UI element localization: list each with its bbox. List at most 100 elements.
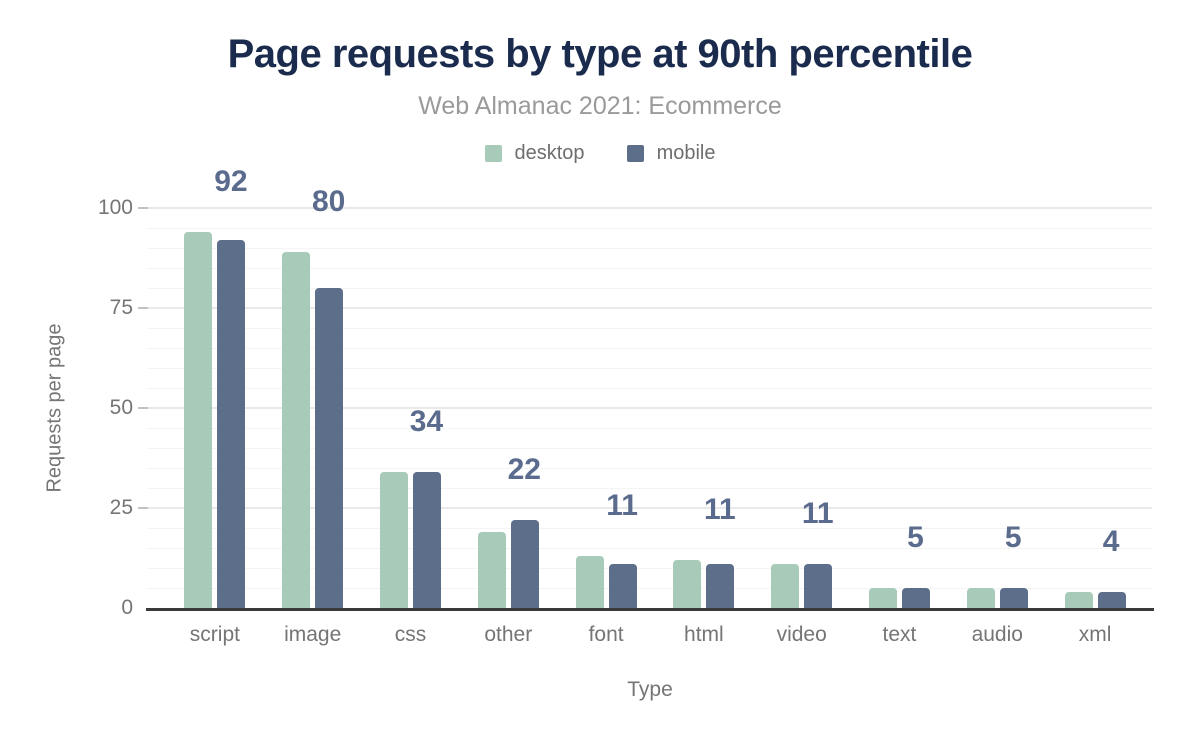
legend-item-mobile: mobile bbox=[626, 142, 716, 165]
desktop-bar-html bbox=[673, 560, 702, 608]
gridline-minor bbox=[148, 367, 1152, 369]
gridline-minor bbox=[148, 587, 1152, 589]
gridline-minor bbox=[148, 287, 1152, 289]
desktop-bar-script bbox=[184, 232, 213, 608]
x-tick-label-other: other bbox=[484, 623, 533, 646]
mobile-bar-xml bbox=[1097, 592, 1126, 608]
desktop-bar-audio bbox=[966, 588, 995, 608]
gridline-minor bbox=[148, 447, 1152, 449]
bar-pair bbox=[264, 252, 362, 608]
legend-swatch-mobile-icon bbox=[626, 145, 644, 162]
legend-label-mobile: mobile bbox=[656, 142, 716, 164]
mobile-bar-audio bbox=[999, 588, 1028, 608]
chart-subtitle: Web Almanac 2021: Ecommerce bbox=[418, 92, 782, 120]
bar-value-label: 11 bbox=[704, 493, 736, 526]
x-tick-label-xml: xml bbox=[1078, 623, 1112, 646]
desktop-bar-other bbox=[477, 532, 506, 608]
gridline-minor bbox=[148, 227, 1152, 229]
y-tick-mark bbox=[138, 407, 148, 409]
gridline-minor bbox=[148, 427, 1152, 429]
legend-swatch-desktop-icon bbox=[484, 145, 502, 162]
desktop-bar-font bbox=[575, 556, 604, 608]
bar-pair bbox=[362, 472, 460, 608]
y-tick-mark bbox=[138, 507, 148, 509]
gridline-minor bbox=[148, 267, 1152, 269]
x-tick-label-image: image bbox=[284, 623, 342, 646]
x-axis-title: Type bbox=[627, 678, 673, 701]
mobile-bar-font bbox=[608, 564, 637, 608]
desktop-bar-image bbox=[282, 252, 311, 608]
y-tick-label: 0 bbox=[121, 596, 133, 619]
x-tick-label-font: font bbox=[588, 623, 624, 646]
bar-value-label: 92 bbox=[214, 165, 248, 198]
chart-title: Page requests by type at 90th percentile bbox=[227, 32, 973, 76]
x-tick-label-html: html bbox=[684, 623, 724, 646]
y-tick-label: 25 bbox=[109, 496, 133, 519]
category-slot-image: 80 image bbox=[264, 185, 362, 646]
mobile-bar-script bbox=[217, 240, 246, 608]
category-slot-xml: 4 xml bbox=[1046, 208, 1144, 646]
bar-pair bbox=[166, 232, 264, 608]
category-slot-video: 11 video bbox=[753, 208, 851, 646]
legend-label-desktop: desktop bbox=[514, 142, 585, 164]
category-slot-text: 5 text bbox=[851, 208, 949, 646]
category-slot-audio: 5 audio bbox=[948, 208, 1046, 646]
category-slot-font: 11 font bbox=[557, 208, 655, 646]
bar-slots: 92 script 80 image 34 css 22 other 11 font 11 html 1… bbox=[166, 165, 1144, 646]
mobile-bar-image bbox=[315, 288, 344, 608]
x-axis-line bbox=[146, 608, 1154, 611]
bar-pair bbox=[948, 588, 1046, 608]
bar-pair bbox=[655, 560, 753, 608]
mobile-bar-text bbox=[901, 588, 930, 608]
mobile-bar-css bbox=[412, 472, 441, 608]
gridline-major bbox=[148, 207, 1152, 209]
x-tick-label-css: css bbox=[394, 623, 427, 646]
y-tick-mark bbox=[138, 307, 148, 309]
desktop-bar-css bbox=[379, 472, 408, 608]
legend: desktop mobile bbox=[0, 142, 1200, 165]
gridline-minor bbox=[148, 527, 1152, 529]
category-slot-css: 34 css bbox=[362, 208, 460, 646]
x-tick-label-text: text bbox=[882, 623, 917, 646]
bar-value-label: 22 bbox=[507, 453, 541, 486]
bar-pair bbox=[753, 564, 851, 608]
desktop-bar-text bbox=[868, 588, 897, 608]
mobile-bar-video bbox=[804, 564, 833, 608]
bar-value-label: 11 bbox=[606, 489, 638, 522]
desktop-bar-xml bbox=[1064, 592, 1093, 608]
bar-value-label: 34 bbox=[409, 405, 444, 438]
y-axis-tick-labels: 0 25 50 75 100 bbox=[0, 196, 133, 619]
gridline-minor bbox=[148, 387, 1152, 389]
gridline-minor bbox=[148, 247, 1152, 249]
y-tick-label: 100 bbox=[97, 196, 133, 219]
gridline-minor bbox=[148, 487, 1152, 489]
gridline-major bbox=[148, 307, 1152, 309]
bar-pair bbox=[851, 588, 949, 608]
gridline-minor bbox=[148, 567, 1152, 569]
y-tick-mark bbox=[138, 207, 148, 209]
bar-value-label: 80 bbox=[312, 185, 346, 218]
category-slot-script: 92 script bbox=[166, 165, 264, 646]
plot-area: 92 script 80 image 34 css 22 other 11 font 11 html 1… bbox=[138, 165, 1154, 646]
bar-pair bbox=[557, 556, 655, 608]
bar-value-label: 5 bbox=[907, 521, 924, 554]
x-tick-label-audio: audio bbox=[971, 623, 1023, 646]
category-slot-other: 22 other bbox=[459, 208, 557, 646]
gridline-minor bbox=[148, 547, 1152, 549]
legend-item-desktop: desktop bbox=[484, 142, 585, 165]
gridline-minor bbox=[148, 327, 1152, 329]
gridline-major bbox=[148, 507, 1152, 509]
bar-value-label: 5 bbox=[1004, 521, 1022, 554]
gridline-major bbox=[148, 407, 1152, 409]
gridline-minor bbox=[148, 467, 1152, 469]
bar-pair bbox=[1046, 592, 1144, 608]
category-slot-html: 11 html bbox=[655, 208, 753, 646]
bar-pair bbox=[459, 520, 557, 608]
y-tick-label: 75 bbox=[109, 296, 133, 319]
x-tick-label-video: video bbox=[776, 623, 827, 646]
x-tick-label-script: script bbox=[189, 623, 240, 646]
mobile-bar-other bbox=[510, 520, 539, 608]
desktop-bar-video bbox=[771, 564, 800, 608]
y-tick-label: 50 bbox=[109, 396, 133, 419]
